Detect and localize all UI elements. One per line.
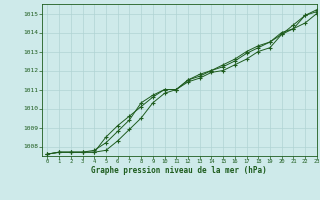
X-axis label: Graphe pression niveau de la mer (hPa): Graphe pression niveau de la mer (hPa) — [91, 166, 267, 175]
